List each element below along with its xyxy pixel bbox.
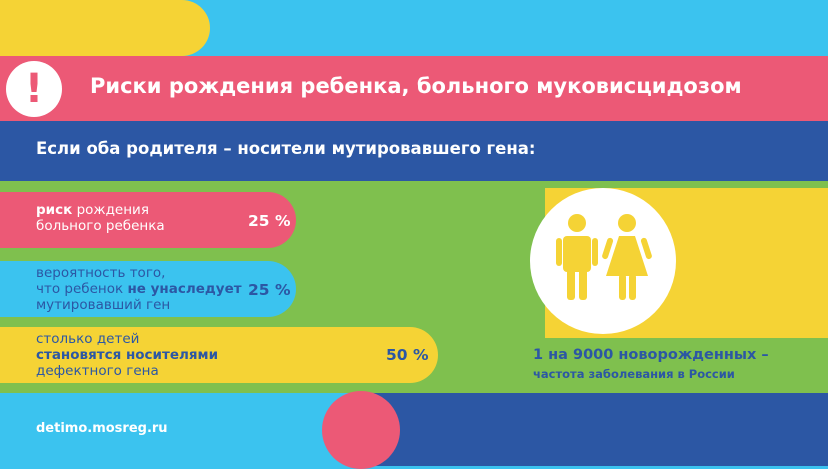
bottom-navy-band bbox=[370, 393, 828, 466]
risk-2-line2-pre: что ребенок bbox=[36, 281, 128, 297]
male-female-icon bbox=[556, 214, 652, 300]
risk-3-bold: становятся носителями bbox=[36, 347, 219, 363]
risk-2-line3: мутировавший ген bbox=[36, 297, 171, 313]
risk-2-line1: вероятность того, bbox=[36, 265, 166, 281]
stat-sub: частота заболевания в России bbox=[533, 367, 735, 381]
risk-2-bold: не унаследует bbox=[127, 281, 242, 297]
risk-1-line1: рождения bbox=[72, 202, 149, 218]
risk-card-1: риск рождения больного ребенка 25 % bbox=[0, 192, 296, 248]
risk-3-line1: столько детей bbox=[36, 331, 140, 347]
risk-1-bold: риск bbox=[36, 202, 73, 218]
risk-2-text: вероятность того, что ребенок не унаслед… bbox=[36, 265, 242, 313]
risk-2-percent: 25 % bbox=[248, 281, 291, 299]
risk-3-text: столько детей становятся носителями дефе… bbox=[36, 331, 218, 379]
exclamation-icon: ! bbox=[24, 66, 44, 112]
risk-1-percent: 25 % bbox=[248, 212, 291, 230]
page-title: Риски рождения ребенка, больного муковис… bbox=[90, 74, 742, 98]
alert-badge: ! bbox=[6, 61, 62, 117]
subtitle: Если оба родителя – носители мутировавше… bbox=[36, 139, 536, 158]
risk-3-percent: 50 % bbox=[386, 346, 429, 364]
risk-card-2: вероятность того, что ребенок не унаслед… bbox=[0, 261, 296, 317]
title-band bbox=[0, 56, 828, 121]
risk-card-3: столько детей становятся носителями дефе… bbox=[0, 327, 438, 383]
risk-3-line3: дефектного гена bbox=[36, 363, 159, 379]
top-yellow-pill bbox=[0, 0, 210, 56]
people-circle bbox=[530, 188, 676, 334]
risk-1-line2: больного ребенка bbox=[36, 218, 165, 234]
risk-1-text: риск рождения больного ребенка bbox=[36, 202, 165, 234]
decorative-circle bbox=[322, 391, 400, 469]
footer-url[interactable]: detimo.mosreg.ru bbox=[36, 421, 168, 436]
subtitle-band bbox=[0, 121, 828, 181]
stat-main: 1 на 9000 новорожденных – bbox=[533, 347, 769, 363]
